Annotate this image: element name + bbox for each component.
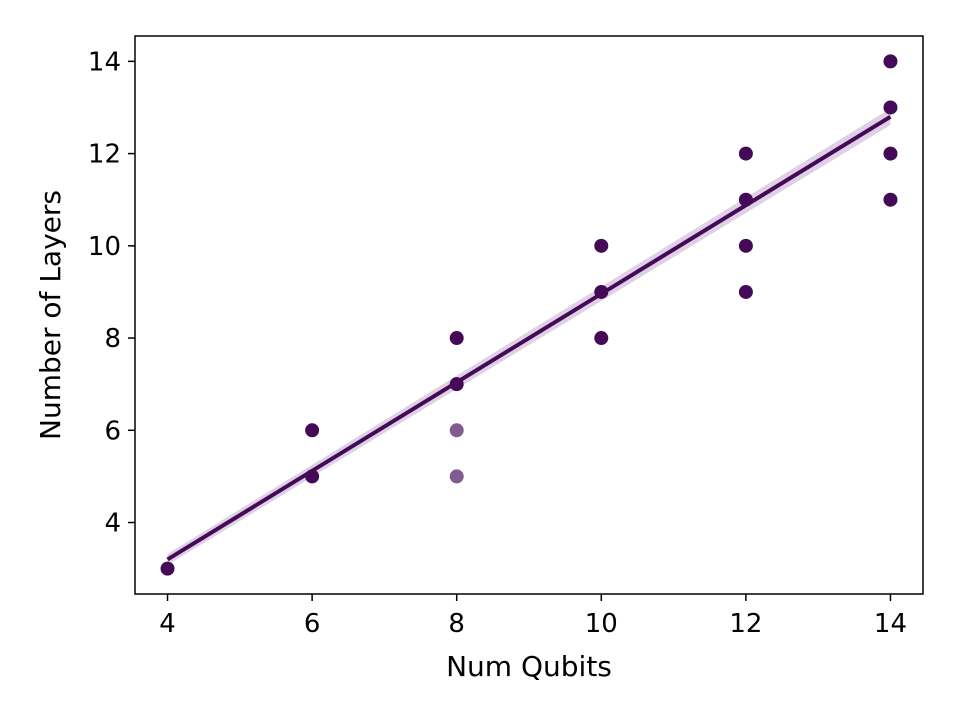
y-tick-label: 4 (104, 509, 121, 539)
x-axis-ticks: 4 6 8 10 12 14 (159, 594, 907, 639)
data-point (449, 423, 464, 438)
data-point (738, 238, 753, 253)
data-point (594, 284, 609, 299)
data-point (160, 561, 175, 576)
data-point (883, 192, 898, 207)
x-axis-label: Num Qubits (446, 650, 612, 683)
y-tick-label: 6 (104, 416, 121, 446)
data-point (305, 423, 320, 438)
regression-line (166, 114, 892, 562)
data-point (449, 331, 464, 346)
y-axis-label: Number of Layers (34, 190, 67, 440)
data-point (738, 146, 753, 161)
data-point (305, 469, 320, 484)
data-point (883, 54, 898, 69)
plot-frame (134, 35, 924, 595)
y-tick-label: 8 (104, 324, 121, 354)
data-point (738, 284, 753, 299)
y-tick-label: 12 (88, 140, 121, 170)
data-point (594, 331, 609, 346)
scatter-points-layer (160, 54, 898, 576)
data-point (594, 238, 609, 253)
x-tick-label: 10 (585, 609, 618, 639)
data-point (883, 146, 898, 161)
regression-line-layer (166, 114, 892, 562)
x-tick-label: 12 (729, 609, 762, 639)
data-point (883, 100, 898, 115)
x-tick-label: 4 (159, 609, 176, 639)
y-axis-ticks: 4 6 8 10 12 14 (88, 47, 135, 539)
data-point (449, 469, 464, 484)
y-tick-label: 14 (88, 47, 121, 77)
x-tick-label: 8 (448, 609, 465, 639)
x-tick-label: 6 (304, 609, 321, 639)
y-tick-label: 10 (88, 232, 121, 262)
x-tick-label: 14 (874, 609, 907, 639)
data-point (449, 377, 464, 392)
data-point (738, 192, 753, 207)
